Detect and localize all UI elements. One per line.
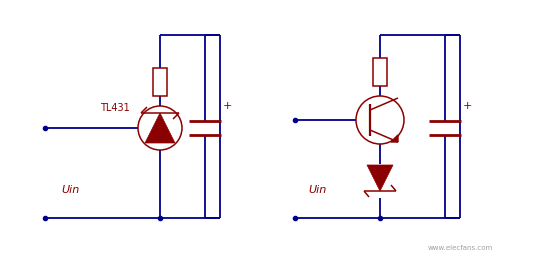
Text: www.elecfans.com: www.elecfans.com bbox=[427, 245, 493, 251]
Polygon shape bbox=[367, 165, 393, 191]
Polygon shape bbox=[145, 113, 175, 143]
FancyBboxPatch shape bbox=[153, 68, 167, 96]
Text: Uin: Uin bbox=[61, 185, 79, 195]
Text: TL431: TL431 bbox=[100, 103, 130, 113]
Text: +: + bbox=[222, 101, 232, 111]
FancyBboxPatch shape bbox=[373, 58, 387, 86]
Text: Uin: Uin bbox=[308, 185, 326, 195]
Polygon shape bbox=[391, 135, 398, 142]
Text: +: + bbox=[462, 101, 472, 111]
